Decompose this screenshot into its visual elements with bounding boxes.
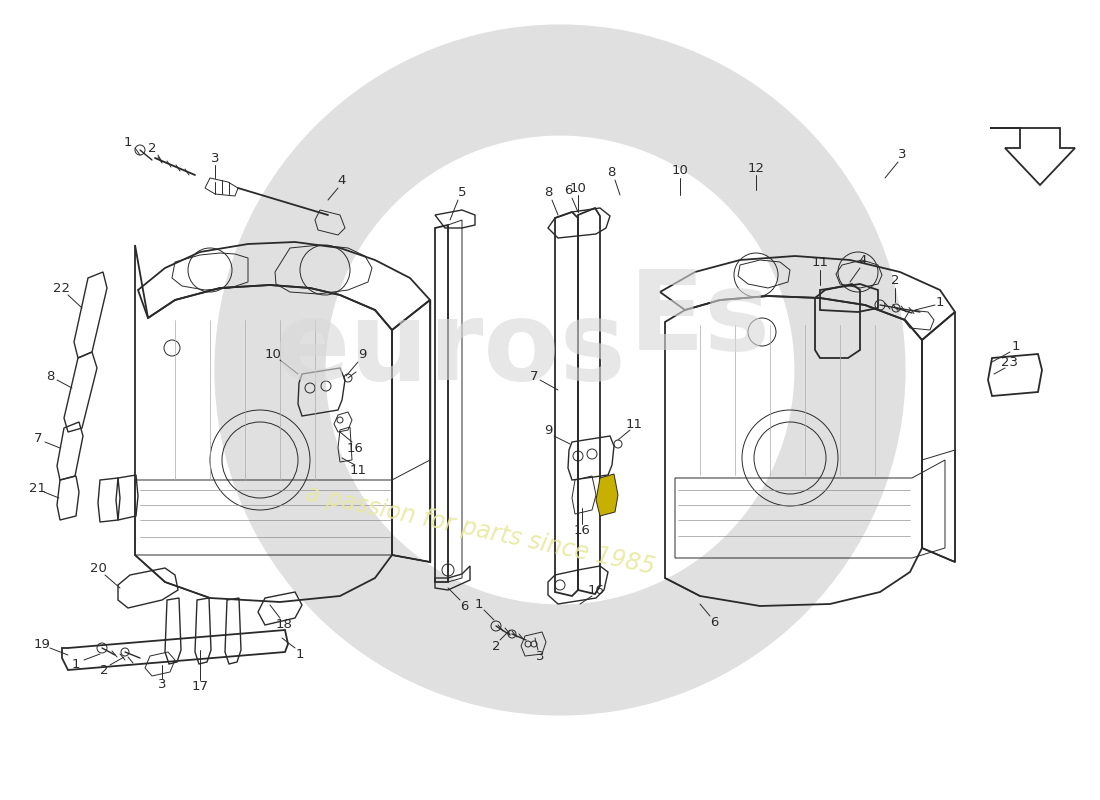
Text: Es: Es [629, 266, 771, 374]
Text: 16: 16 [346, 442, 363, 454]
Text: 16: 16 [573, 523, 591, 537]
Text: 3: 3 [898, 149, 906, 162]
Text: 4: 4 [338, 174, 346, 187]
Text: 3: 3 [157, 678, 166, 690]
Text: 8: 8 [46, 370, 54, 382]
Text: 3: 3 [536, 650, 544, 663]
Text: 7: 7 [530, 370, 538, 382]
Text: 2: 2 [100, 663, 108, 677]
Text: 1: 1 [123, 137, 132, 150]
Text: 10: 10 [265, 349, 282, 362]
Text: 5: 5 [458, 186, 466, 198]
Text: 4: 4 [859, 254, 867, 266]
Text: 1: 1 [72, 658, 80, 670]
Text: 1: 1 [296, 647, 305, 661]
Text: 9: 9 [543, 423, 552, 437]
Text: 3: 3 [211, 151, 219, 165]
Text: a passion for parts since 1985: a passion for parts since 1985 [302, 481, 657, 579]
Text: 2: 2 [492, 639, 500, 653]
Text: 8: 8 [543, 186, 552, 199]
Text: 22: 22 [54, 282, 70, 295]
Text: 10: 10 [570, 182, 586, 194]
Text: 6: 6 [564, 185, 572, 198]
Text: 20: 20 [89, 562, 107, 574]
Text: euros: euros [274, 297, 626, 403]
Text: 2: 2 [147, 142, 156, 155]
Text: 17: 17 [191, 679, 209, 693]
Text: 6: 6 [460, 601, 469, 614]
Text: 16: 16 [587, 583, 604, 597]
Text: 19: 19 [34, 638, 51, 650]
Text: 10: 10 [672, 165, 689, 178]
Text: 23: 23 [1001, 355, 1019, 369]
Text: 18: 18 [276, 618, 293, 630]
Text: 11: 11 [626, 418, 642, 431]
Text: 6: 6 [710, 615, 718, 629]
Polygon shape [596, 474, 618, 516]
Text: 21: 21 [29, 482, 45, 494]
Text: 8: 8 [607, 166, 615, 179]
Text: 9: 9 [358, 349, 366, 362]
Text: 2: 2 [891, 274, 900, 286]
Text: 1: 1 [1012, 339, 1021, 353]
Text: 1: 1 [936, 295, 944, 309]
Text: 12: 12 [748, 162, 764, 174]
Text: 11: 11 [350, 463, 366, 477]
Text: 7: 7 [34, 431, 42, 445]
Text: 11: 11 [812, 255, 828, 269]
Text: 1: 1 [475, 598, 483, 610]
